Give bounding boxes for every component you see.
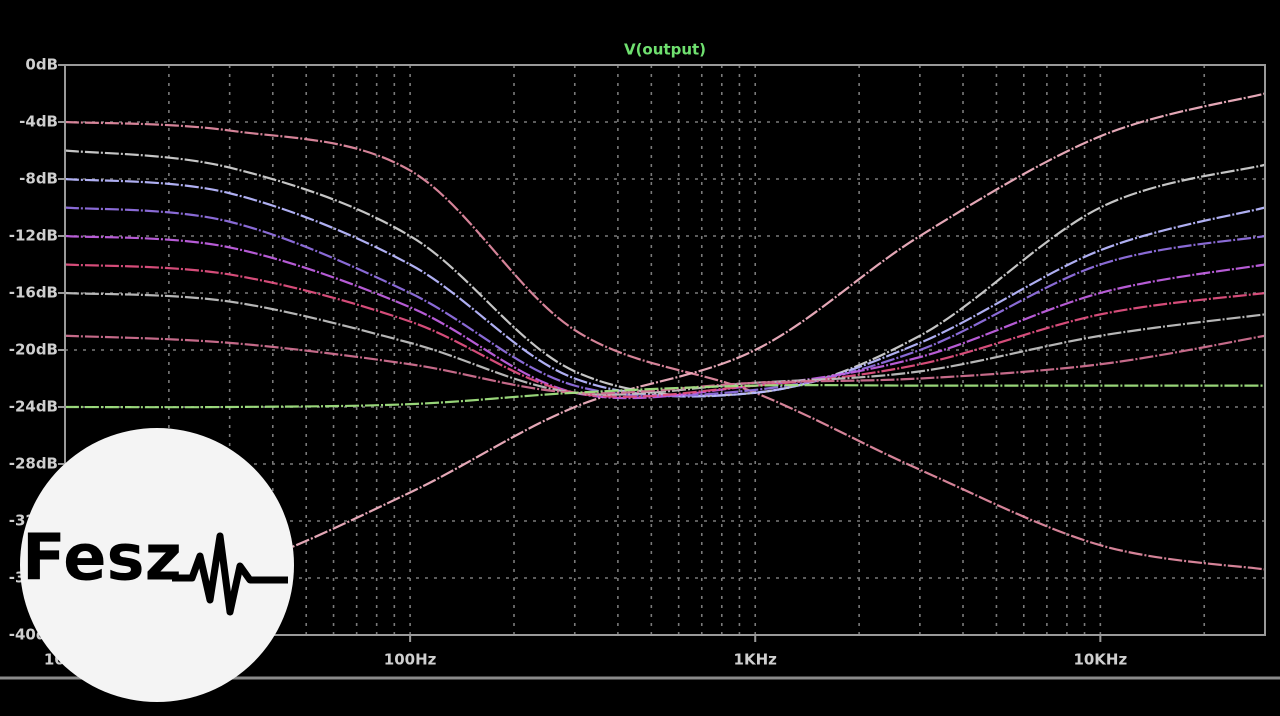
y-tick-label: -24dB [9, 398, 58, 416]
y-tick-label: -4dB [19, 113, 58, 131]
series-line [64, 177, 1266, 398]
series-line [64, 334, 1266, 395]
x-tick-label: 1KHz [734, 651, 778, 669]
x-tick-label: 100Hz [384, 651, 437, 669]
chart-title: V(output) [624, 41, 706, 59]
y-tick-label: -20dB [9, 341, 58, 359]
series-line [64, 263, 1266, 398]
logo-wave [172, 532, 288, 616]
series-line [64, 120, 1266, 571]
y-tick-label: -16dB [9, 284, 58, 302]
series-line [64, 92, 1266, 608]
y-tick-label: 0dB [25, 56, 58, 74]
series-line [64, 234, 1266, 400]
series-line [64, 206, 1266, 398]
y-tick-label: -28dB [9, 455, 58, 473]
logo: Fesz [20, 428, 294, 702]
series-line [64, 291, 1266, 396]
logo-text: Fesz [22, 522, 182, 596]
x-tick-label: 10KHz [1073, 651, 1127, 669]
series-line [64, 383, 1265, 409]
curves [64, 92, 1266, 608]
y-tick-label: -12dB [9, 227, 58, 245]
logo-circle [20, 428, 294, 702]
y-tick-label: -8dB [19, 170, 58, 188]
